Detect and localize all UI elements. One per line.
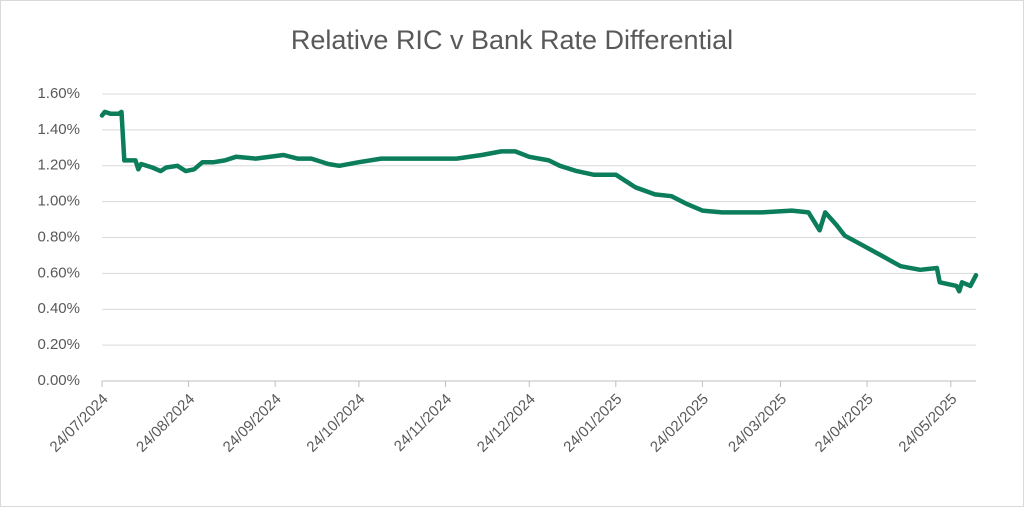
y-tick-label: 1.00% bbox=[37, 193, 80, 210]
y-tick-label: 0.60% bbox=[37, 264, 80, 281]
series-line bbox=[99, 109, 979, 294]
y-tick-label: 1.20% bbox=[37, 157, 80, 174]
y-tick-label: 0.80% bbox=[37, 228, 80, 245]
y-tick-label: 1.40% bbox=[37, 121, 80, 138]
y-tick-label: 0.00% bbox=[37, 372, 80, 389]
y-tick-label: 0.20% bbox=[37, 336, 80, 353]
y-tick-label: 1.60% bbox=[37, 85, 80, 102]
y-tick-label: 0.40% bbox=[37, 300, 80, 317]
chart-title: Relative RIC v Bank Rate Differential bbox=[291, 25, 733, 55]
